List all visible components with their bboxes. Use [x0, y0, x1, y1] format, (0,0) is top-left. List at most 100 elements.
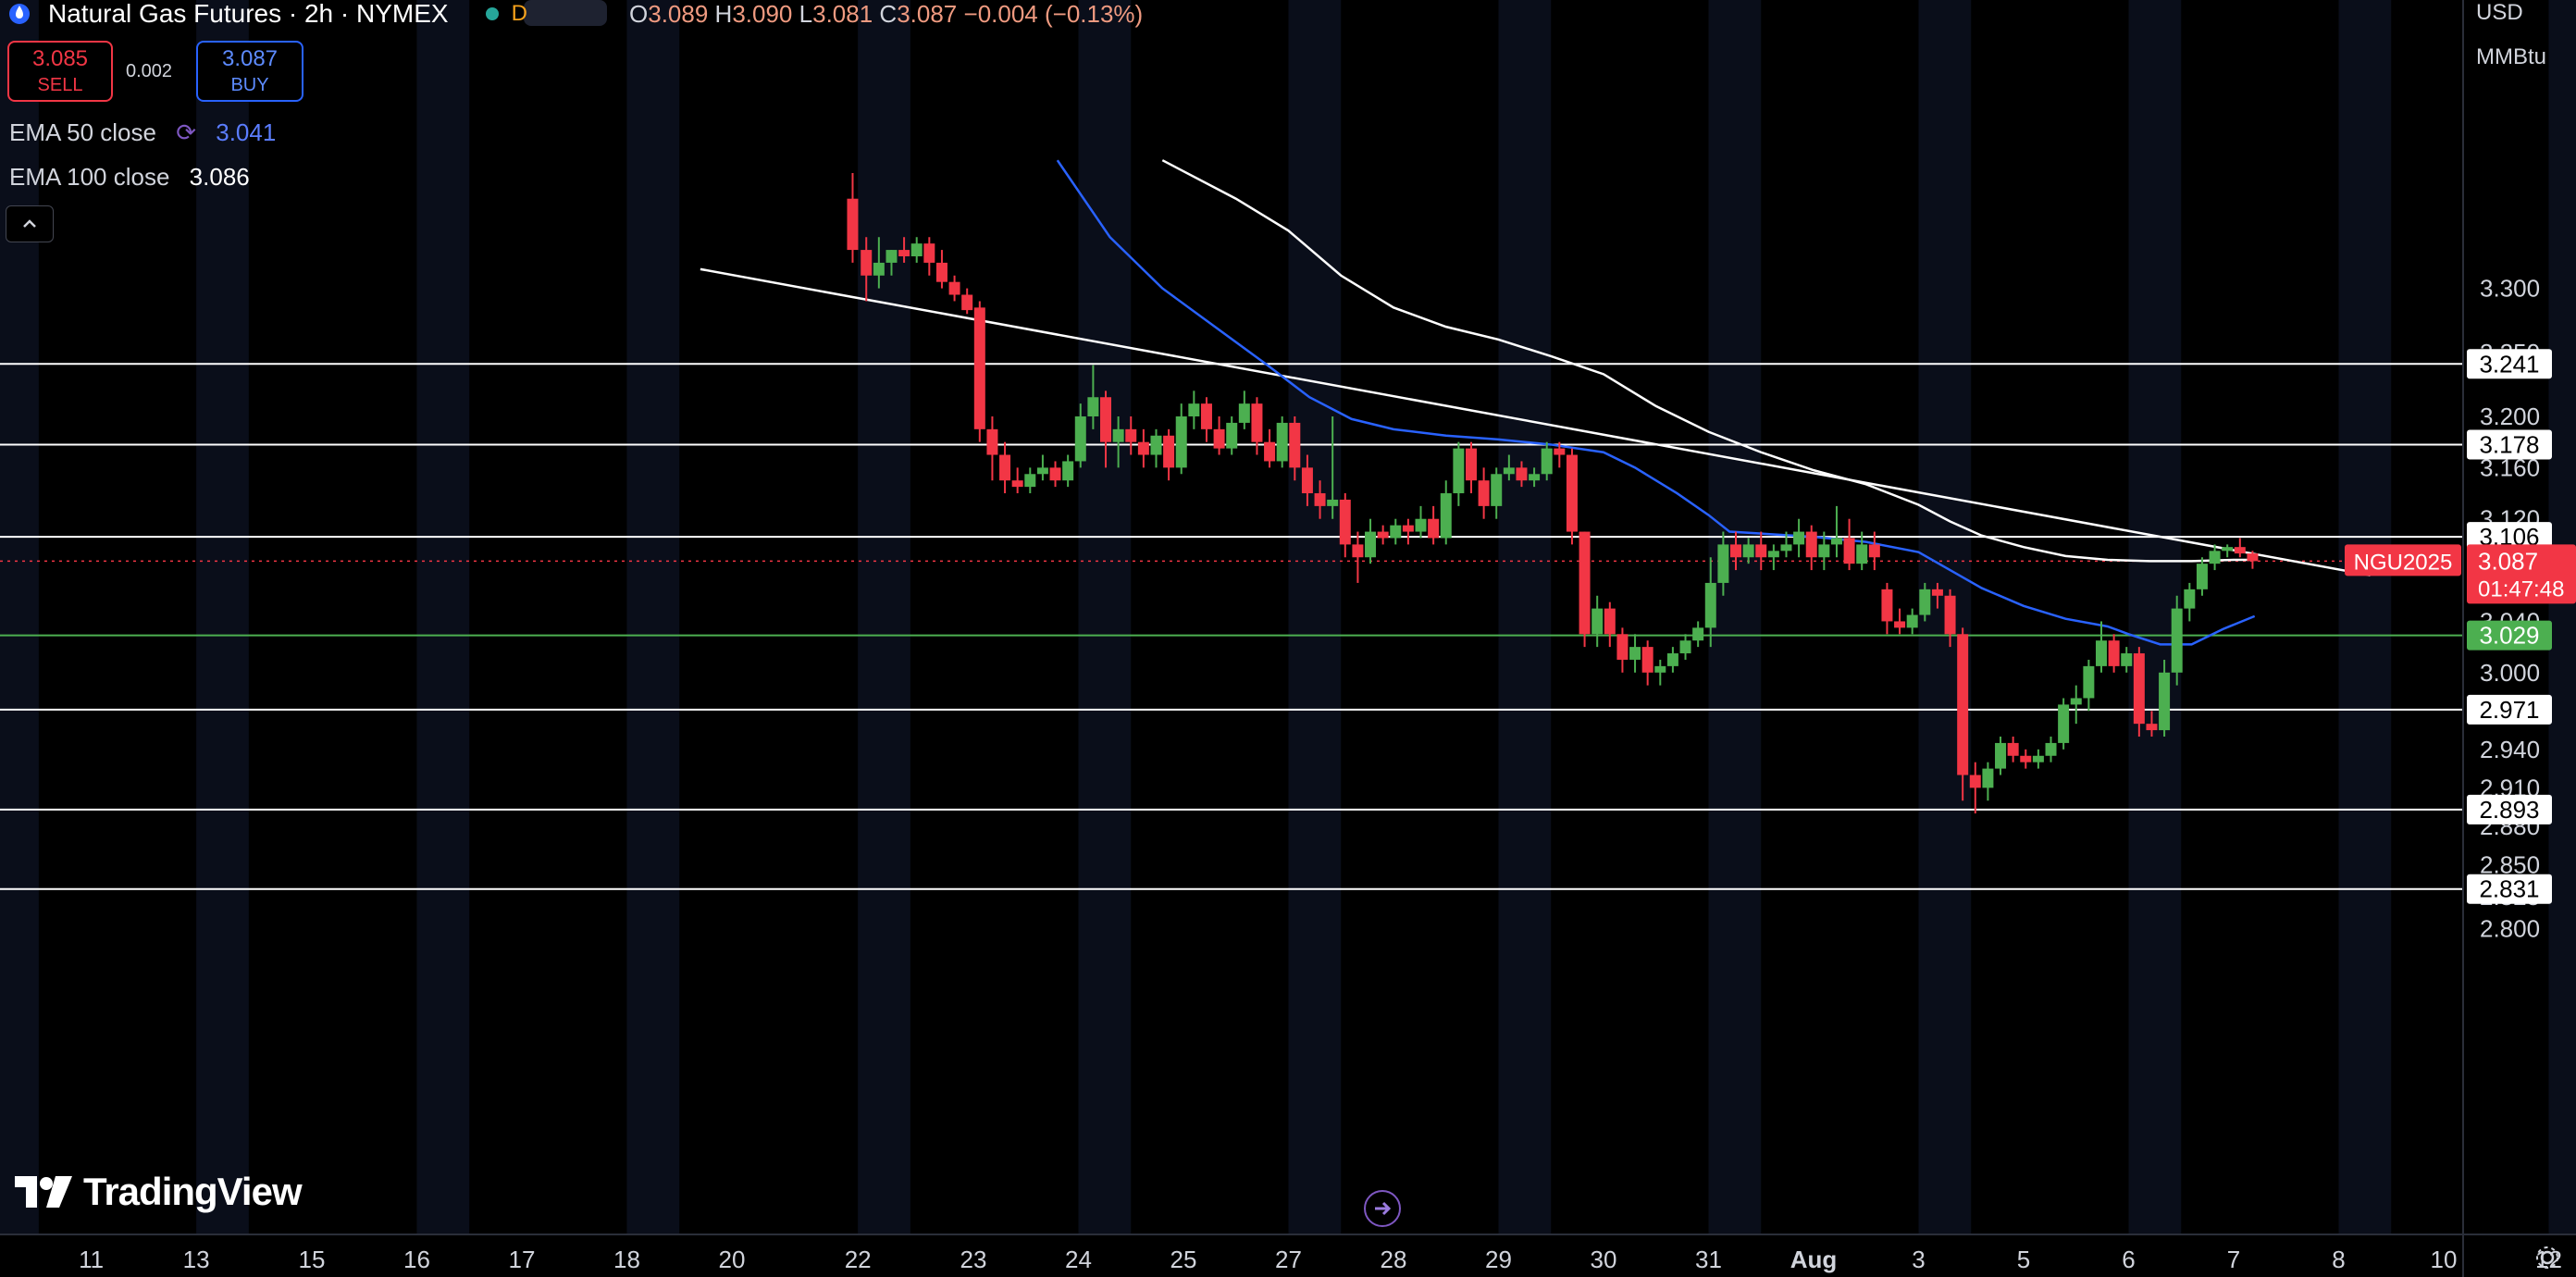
candle-body [1314, 493, 1326, 506]
candle-body [1327, 499, 1339, 506]
level-label: 2.893 [2479, 796, 2539, 824]
y-tick-label: 3.200 [2480, 403, 2540, 430]
buy-button[interactable]: 3.087 BUY [196, 41, 303, 102]
candle-body [1402, 525, 1414, 532]
candle-body [1365, 531, 1377, 558]
symbol-title[interactable]: Natural Gas Futures · 2h · NYMEX [48, 0, 449, 28]
ohlc-readout: O3.089 H3.090 L3.081 C3.087 −0.004 (−0.1… [629, 0, 1144, 28]
candle-body [1188, 403, 1200, 416]
candle-body [1641, 647, 1653, 673]
x-tick-label: 22 [845, 1246, 872, 1273]
candle-body [935, 262, 947, 282]
sell-label: SELL [37, 75, 83, 95]
candle-body [1213, 428, 1225, 449]
level-label-bg [2467, 620, 2552, 651]
day-band [2338, 0, 2392, 1234]
level-label: 2.971 [2479, 696, 2539, 724]
candle-body [1175, 416, 1187, 468]
candle-body [2095, 640, 2107, 666]
collapse-legend-button[interactable] [6, 205, 54, 242]
candle-body [1200, 403, 1212, 429]
tradingview-logo[interactable]: TradingView [15, 1170, 303, 1214]
candle-body [2159, 672, 2171, 731]
candle-body [1062, 461, 1074, 481]
drop-icon [9, 4, 30, 24]
replay-button[interactable] [1364, 1190, 1401, 1227]
tradingview-logo-icon [15, 1176, 72, 1208]
replay-icon [1375, 1201, 1392, 1216]
candle-body [1087, 397, 1099, 416]
countdown-label: 01:47:48 [2478, 577, 2564, 601]
ema100-line [1161, 159, 2255, 563]
session-badge[interactable]: D [511, 1, 527, 26]
candle-body [1579, 531, 1591, 635]
level-label-bg [2467, 349, 2552, 379]
candle-body [1163, 435, 1175, 468]
indicator-name: EMA 100 close [9, 163, 170, 191]
day-band [416, 0, 470, 1234]
candle-body [1074, 416, 1086, 462]
x-tick-label: 15 [298, 1246, 325, 1273]
x-tick-label: 28 [1381, 1246, 1407, 1273]
candle-body [1629, 647, 1641, 660]
candle-body [1843, 538, 1855, 564]
candle-body [1289, 422, 1301, 468]
buy-price: 3.087 [221, 46, 279, 71]
candle-body [2171, 608, 2183, 673]
candle-body [2083, 665, 2095, 699]
sell-button[interactable]: 3.085 SELL [7, 41, 113, 102]
spread-value: 0.002 [126, 61, 173, 81]
indicator-ema50[interactable]: EMA 50 close ⟳ 3.041 [9, 118, 276, 147]
unit-selector[interactable]: MMBtu [2476, 44, 2547, 69]
candle-body [2045, 742, 2057, 756]
candle-body [1529, 474, 1541, 481]
candle-body [1856, 544, 1868, 564]
candle-body [1125, 428, 1137, 442]
gear-icon[interactable] [2535, 1246, 2559, 1270]
x-tick-label: 7 [2227, 1246, 2240, 1273]
candle-body [1692, 627, 1704, 641]
candle-body [2070, 698, 2082, 705]
candle-body [1100, 397, 1112, 442]
candle-body [873, 262, 885, 276]
x-tick-label: 13 [183, 1246, 210, 1273]
candle-body [948, 281, 960, 295]
x-tick-label: 11 [79, 1246, 104, 1273]
candle-body [1465, 448, 1477, 481]
candle-body [1604, 608, 1616, 635]
day-band [1288, 0, 1342, 1234]
candle-body [2146, 724, 2158, 731]
candle-body [1428, 518, 1440, 539]
candle-body [1011, 480, 1023, 488]
y-tick-label: 2.940 [2480, 736, 2540, 763]
chevron-up-icon [23, 219, 36, 228]
candle-body [1112, 428, 1124, 442]
x-tick-label: Aug [1790, 1246, 1838, 1273]
candle-body [986, 428, 998, 455]
level-label: 2.831 [2479, 875, 2539, 903]
currency-selector[interactable]: USD [2476, 0, 2523, 25]
indicator-ema100[interactable]: EMA 100 close 3.086 [9, 163, 250, 192]
candle-body [1793, 531, 1805, 545]
candle-body [1818, 544, 1830, 558]
indicator-name: EMA 50 close [9, 118, 156, 146]
candle-body [861, 250, 873, 276]
x-tick-label: 20 [718, 1246, 745, 1273]
last-price-bg [2467, 544, 2576, 604]
candle-body [2121, 653, 2133, 666]
candle-body [1415, 518, 1427, 532]
candle-body [1767, 551, 1779, 558]
candle-body [2184, 589, 2196, 609]
chart-header: Natural Gas Futures · 2h · NYMEX D [0, 0, 527, 28]
candle-body [898, 250, 910, 256]
candle-body [1516, 467, 1528, 481]
candle-body [1238, 403, 1250, 423]
x-tick-label: 18 [613, 1246, 640, 1273]
candle-body [1339, 499, 1351, 545]
candle-body [1226, 422, 1238, 449]
level-label-bg [2467, 794, 2552, 824]
x-tick-label: 23 [960, 1246, 987, 1273]
candle-body [1377, 531, 1389, 539]
x-tick-label: 5 [2017, 1246, 2030, 1273]
